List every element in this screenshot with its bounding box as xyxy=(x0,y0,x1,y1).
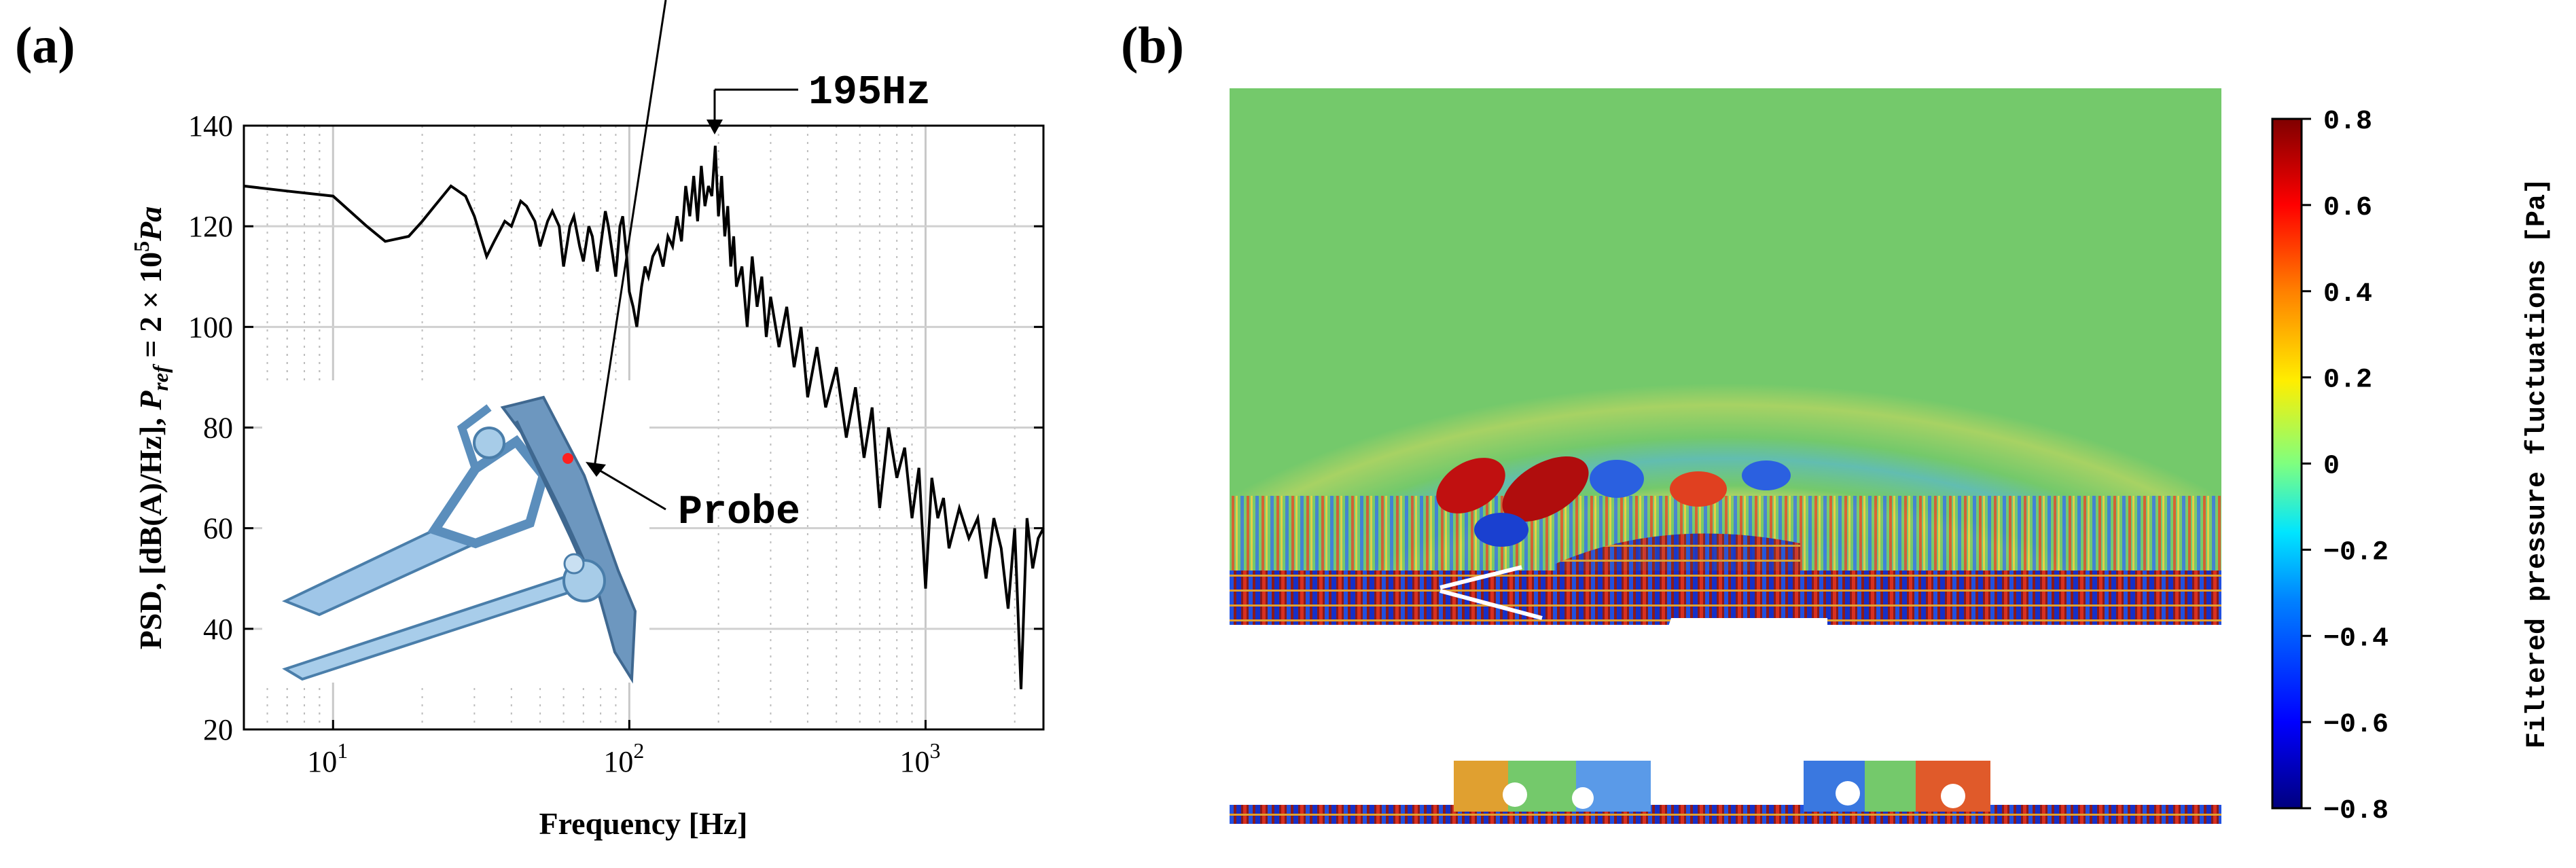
y-axis-label-unit: Pa xyxy=(133,206,168,242)
axis-ticks: 20 40 60 80 100 120 140 101 102 103 xyxy=(188,109,1043,778)
y-axis-label: PSD, [dB(A)/Hz], Pref = 2 × 105Pa xyxy=(129,206,173,650)
colorbar-ticks: 0.8 0.6 0.4 0.2 0 −0.2 −0.4 −0.6 −0.8 xyxy=(2302,107,2389,827)
x-axis-label: Frequency [Hz] xyxy=(539,806,747,841)
colorbar-label: Filtered pressure fluctuations [Pa] xyxy=(2522,178,2553,748)
y-tick-label: 80 xyxy=(203,412,233,445)
colorbar-gradient xyxy=(2271,117,2303,810)
y-tick-label: 100 xyxy=(188,310,233,344)
y-axis-label-main: PSD, [dB(A)/Hz], xyxy=(133,410,168,650)
psd-plot: 20 40 60 80 100 120 140 101 102 103 195Hz Probe F… xyxy=(129,0,1045,841)
panel-label-a: (a) xyxy=(15,17,75,74)
colorbar-tick-label: −0.6 xyxy=(2323,710,2389,740)
x-tick-label: 103 xyxy=(899,738,940,778)
inset-probe-image xyxy=(262,380,649,684)
y-axis-label-sup: 5 xyxy=(129,241,154,252)
colorbar-tick-label: −0.8 xyxy=(2323,796,2389,827)
peak-label: 195Hz xyxy=(808,70,931,116)
colorbar-tick-label: −0.4 xyxy=(2323,623,2389,654)
x-tick-label: 102 xyxy=(603,738,644,778)
series-line-psd xyxy=(243,145,1045,689)
panel-label-b: (b) xyxy=(1121,17,1184,74)
y-tick-label: 40 xyxy=(203,613,233,646)
peak-annotation: 195Hz xyxy=(706,70,931,134)
y-tick-label: 120 xyxy=(188,210,233,243)
y-axis-label-rest: = 2 × 10 xyxy=(133,252,168,365)
y-tick-label: 20 xyxy=(203,713,233,746)
y-tick-label: 60 xyxy=(203,512,233,545)
svg-text:PSD, [dB(A)/Hz], Pref = 2 × 10: PSD, [dB(A)/Hz], Pref = 2 × 105Pa xyxy=(129,206,173,650)
colorbar-tick-label: −0.2 xyxy=(2323,537,2389,568)
colorbar-tick-label: 0.4 xyxy=(2323,279,2372,310)
colorbar: 0.8 0.6 0.4 0.2 0 −0.2 −0.4 −0.6 −0.8 Filtered p… xyxy=(2271,107,2553,827)
pressure-field xyxy=(1230,88,2221,824)
colorbar-tick-label: 0.8 xyxy=(2323,107,2372,137)
probe-annotation: Probe xyxy=(586,0,800,536)
colorbar-tick-label: 0 xyxy=(2323,452,2340,482)
y-tick-label: 140 xyxy=(188,109,233,143)
colorbar-tick-label: 0.6 xyxy=(2323,193,2372,223)
x-tick-label: 101 xyxy=(307,738,348,778)
probe-label: Probe xyxy=(678,490,800,536)
probe-point xyxy=(562,453,573,464)
colorbar-tick-label: 0.2 xyxy=(2323,365,2372,396)
y-axis-label-p: P xyxy=(133,391,168,411)
y-axis-label-sub: ref xyxy=(148,363,173,391)
